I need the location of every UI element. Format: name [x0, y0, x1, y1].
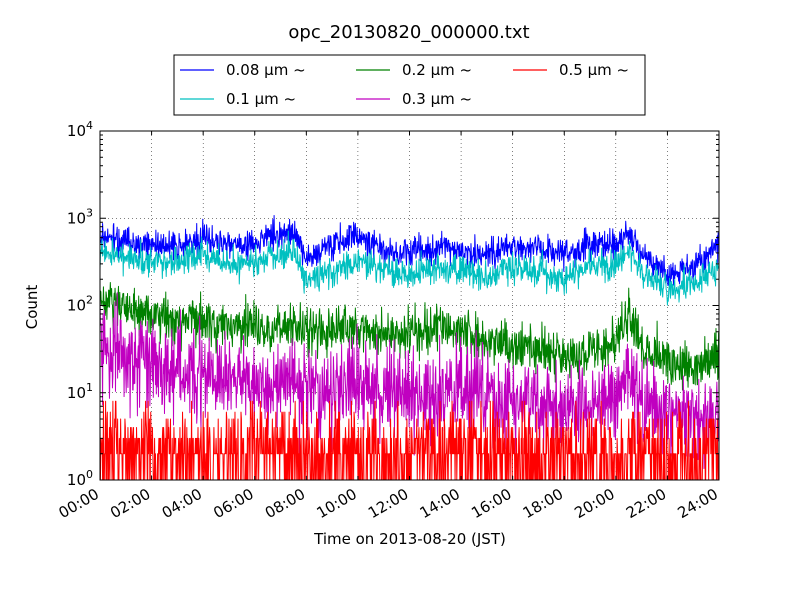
legend-label-3: 0.3 µm ~ [402, 90, 472, 108]
series-line-4 [100, 400, 719, 480]
chart-title: opc_20130820_000000.txt [288, 22, 529, 43]
legend-label-4: 0.5 µm ~ [559, 61, 629, 79]
legend-box [173, 54, 646, 116]
legend-label-2: 0.2 µm ~ [402, 61, 472, 79]
y-tick-label: 102 [67, 294, 93, 315]
y-tick-label: 104 [67, 119, 93, 140]
x-axis-label: Time on 2013-08-20 (JST) [313, 530, 506, 548]
plot-area [100, 131, 719, 480]
series-line-2 [100, 281, 719, 391]
y-tick-label: 103 [67, 206, 93, 227]
legend-label-0: 0.08 µm ~ [226, 61, 306, 79]
series-line-1 [100, 230, 719, 306]
legend: 0.08 µm ~ 0.2 µm ~ 0.5 µm ~ 0.1 µm ~ 0.3 µm … [173, 54, 646, 116]
series-line-3 [100, 292, 719, 473]
legend-label-1: 0.1 µm ~ [226, 90, 296, 108]
y-axis-label: Count [23, 285, 41, 330]
y-tick-label: 101 [67, 381, 93, 402]
y-tick-label: 100 [67, 468, 93, 489]
